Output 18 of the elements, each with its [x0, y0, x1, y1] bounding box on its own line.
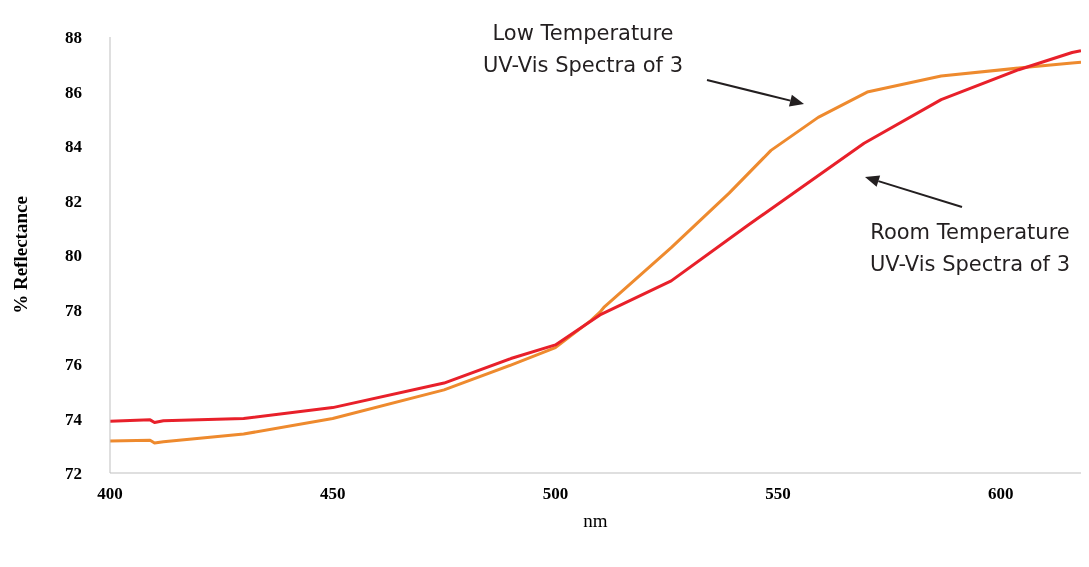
y-tick-label: 72 — [65, 464, 82, 484]
y-tick-label: 74 — [65, 409, 83, 429]
x-axis-title: nm — [583, 510, 608, 531]
y-axis-title: % Reflectance — [9, 196, 31, 314]
annotation: Room Temperature UV-Vis Spectra of 3 — [869, 220, 1071, 276]
x-tick-label: 450 — [319, 484, 346, 504]
x-tick-label: 550 — [765, 484, 791, 504]
x-tick-label: 500 — [542, 484, 569, 504]
y-tick-label: 82 — [65, 191, 82, 211]
y-tick-label: 78 — [65, 300, 82, 320]
x-tick-label: 400 — [97, 484, 123, 504]
y-tick-label: 86 — [65, 82, 82, 102]
y-tick-label: 80 — [65, 246, 82, 266]
annotation: Low Temperature UV-Vis Spectra of 3 — [482, 21, 684, 77]
y-tick-label: 76 — [65, 355, 82, 375]
x-tick-label: 600 — [988, 484, 1014, 504]
y-tick-label: 84 — [65, 137, 83, 157]
y-tick-label: 88 — [65, 28, 82, 48]
